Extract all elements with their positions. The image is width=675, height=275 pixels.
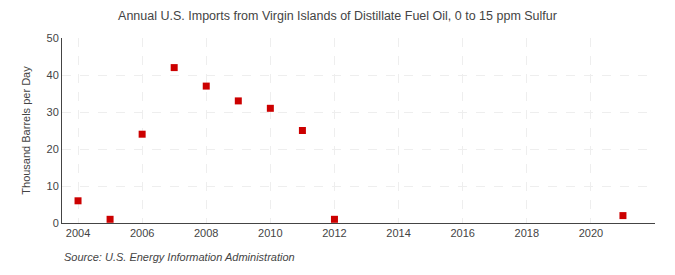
- svg-text:20: 20: [47, 143, 59, 155]
- svg-text:40: 40: [47, 69, 59, 81]
- svg-text:2014: 2014: [386, 227, 410, 239]
- svg-text:50: 50: [47, 32, 59, 44]
- svg-text:Annual U.S. Imports from Virgi: Annual U.S. Imports from Virgin Islands …: [118, 9, 557, 23]
- svg-text:2004: 2004: [66, 227, 90, 239]
- svg-text:2006: 2006: [130, 227, 154, 239]
- svg-text:2016: 2016: [450, 227, 474, 239]
- svg-text:2010: 2010: [258, 227, 282, 239]
- svg-text:Thousand Barrels per Day: Thousand Barrels per Day: [20, 66, 32, 195]
- svg-text:2018: 2018: [515, 227, 539, 239]
- svg-text:2020: 2020: [579, 227, 603, 239]
- svg-text:2012: 2012: [322, 227, 346, 239]
- svg-text:10: 10: [47, 180, 59, 192]
- svg-text:0: 0: [53, 217, 59, 229]
- svg-text:30: 30: [47, 106, 59, 118]
- svg-text:2008: 2008: [194, 227, 218, 239]
- svg-text:Source: U.S. Energy Informatio: Source: U.S. Energy Information Administ…: [64, 251, 295, 263]
